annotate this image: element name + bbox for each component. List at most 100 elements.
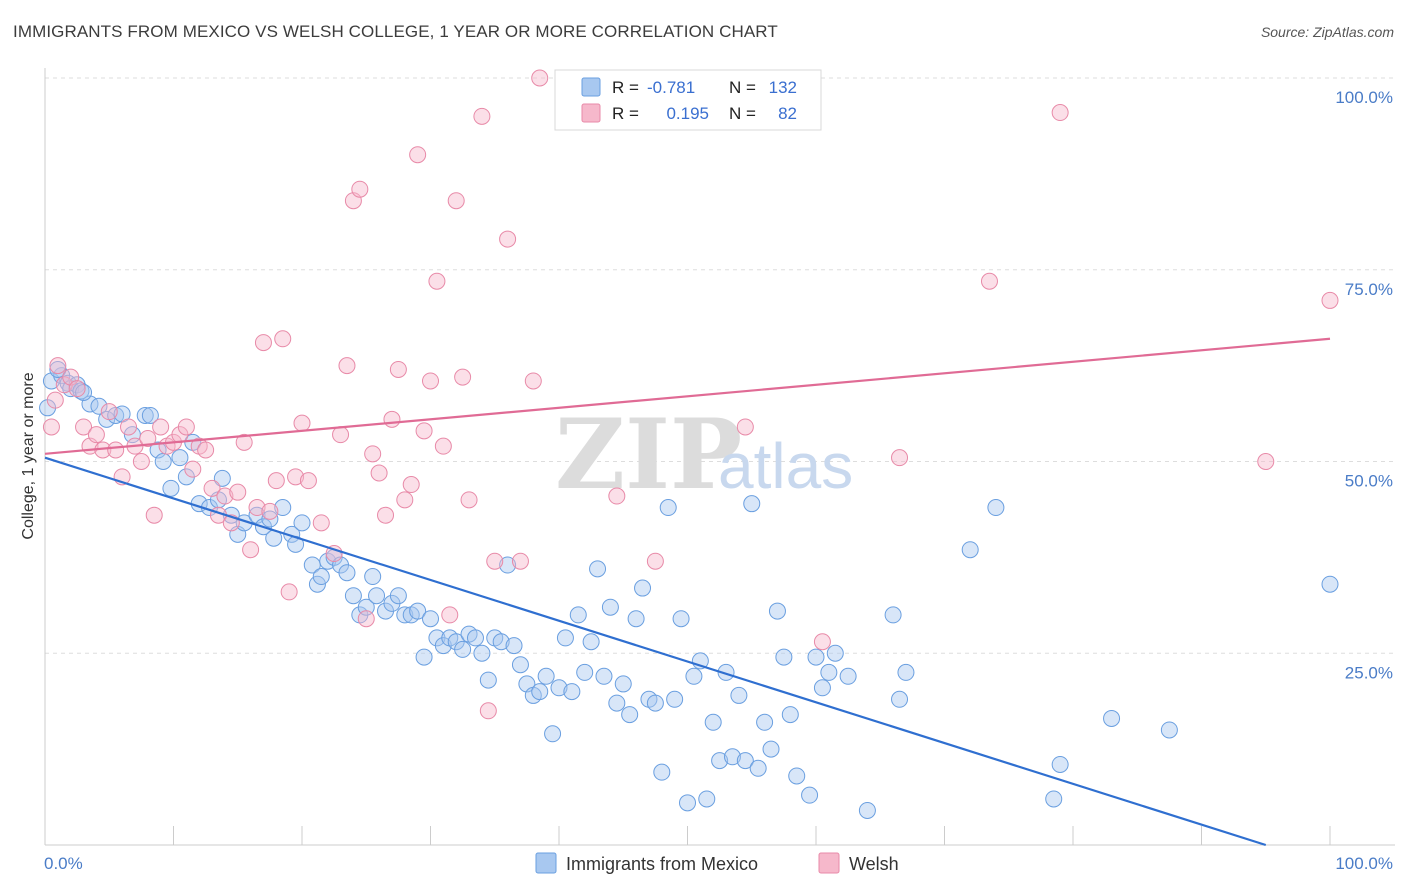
data-point	[177, 418, 195, 436]
data-point	[556, 629, 574, 647]
data-point	[248, 499, 266, 517]
data-point	[203, 479, 221, 497]
data-point	[120, 418, 138, 436]
data-point	[756, 713, 774, 731]
data-point	[698, 790, 716, 808]
stats-n-value-0: 132	[769, 78, 797, 97]
data-point	[136, 406, 154, 424]
data-point	[312, 568, 330, 586]
data-point	[961, 541, 979, 559]
data-point	[685, 667, 703, 685]
legend-label-mexico: Immigrants from Mexico	[566, 854, 758, 874]
y-tick-label: 25.0%	[1345, 663, 1393, 682]
data-point	[679, 794, 696, 812]
data-point	[293, 514, 311, 532]
data-point	[659, 499, 677, 517]
data-point	[68, 380, 86, 398]
data-point	[1321, 291, 1339, 309]
data-point	[537, 667, 555, 685]
stats-box: R = -0.781 N = 132 R = 0.195 N = 82	[554, 69, 822, 131]
data-point	[132, 453, 150, 470]
data-point	[280, 583, 298, 601]
data-point	[987, 499, 1005, 517]
data-point	[293, 414, 311, 432]
data-point	[505, 637, 523, 655]
data-point	[479, 671, 497, 689]
data-point	[646, 694, 664, 712]
stats-swatch-welsh	[581, 103, 601, 123]
data-point	[197, 441, 215, 459]
y-tick-label: 50.0%	[1345, 472, 1393, 491]
data-point	[569, 606, 587, 624]
data-point	[402, 476, 420, 494]
data-point	[338, 564, 356, 582]
data-point	[891, 449, 909, 467]
stats-n-value-1: 82	[778, 104, 797, 123]
gridlines	[45, 77, 1395, 654]
data-point	[511, 656, 529, 674]
data-point	[1257, 453, 1275, 470]
data-point	[646, 552, 664, 570]
data-point	[267, 472, 285, 490]
data-point	[621, 706, 639, 724]
data-point	[576, 663, 594, 681]
data-point	[614, 675, 632, 693]
data-point	[460, 491, 478, 509]
stats-n-label-0: N =	[729, 78, 756, 97]
data-point	[396, 606, 414, 624]
legend-label-welsh: Welsh	[849, 854, 899, 874]
data-point	[370, 464, 388, 482]
data-point	[749, 759, 767, 777]
data-point	[711, 752, 729, 770]
legend-swatch-mexico	[535, 852, 557, 874]
data-point	[730, 686, 748, 704]
stats-r-label-1: R =	[612, 104, 639, 123]
data-point	[441, 606, 459, 624]
data-point	[338, 357, 356, 375]
data-point	[826, 644, 844, 662]
legend: Immigrants from Mexico Welsh	[535, 852, 899, 874]
data-point	[608, 694, 626, 712]
data-point	[807, 648, 825, 666]
data-point	[627, 610, 645, 628]
series-mexico-points	[39, 360, 1339, 819]
data-point	[531, 69, 549, 87]
data-point	[634, 579, 652, 597]
data-point	[100, 403, 118, 421]
data-point	[383, 410, 401, 428]
data-point	[332, 426, 350, 444]
data-point	[287, 468, 305, 486]
y-tick-label: 100.0%	[1335, 88, 1393, 107]
x-ticks	[173, 826, 1331, 845]
data-point	[820, 663, 838, 681]
data-point	[601, 598, 619, 616]
data-point	[582, 633, 600, 651]
data-point	[775, 648, 793, 666]
data-point	[184, 460, 202, 478]
data-point	[422, 372, 439, 390]
data-point	[743, 495, 761, 513]
data-point	[171, 449, 189, 467]
data-point	[666, 690, 684, 708]
axes	[44, 68, 1395, 846]
data-point	[813, 679, 831, 697]
legend-swatch-welsh	[818, 852, 840, 874]
data-point	[704, 713, 722, 731]
data-point	[897, 663, 915, 681]
data-point	[672, 610, 690, 628]
data-point	[454, 368, 472, 386]
data-point	[550, 679, 568, 697]
data-point	[154, 453, 172, 470]
data-point	[107, 441, 125, 459]
data-point	[299, 472, 317, 490]
data-point	[762, 740, 780, 758]
data-point	[492, 633, 510, 651]
data-point	[1103, 709, 1121, 727]
data-point	[49, 357, 67, 375]
data-point	[312, 514, 330, 532]
y-tick-labels: 25.0% 50.0% 75.0% 100.0%	[1335, 88, 1393, 682]
data-point	[511, 552, 529, 570]
data-point	[351, 180, 369, 198]
data-point	[486, 552, 504, 570]
data-point	[254, 334, 272, 352]
